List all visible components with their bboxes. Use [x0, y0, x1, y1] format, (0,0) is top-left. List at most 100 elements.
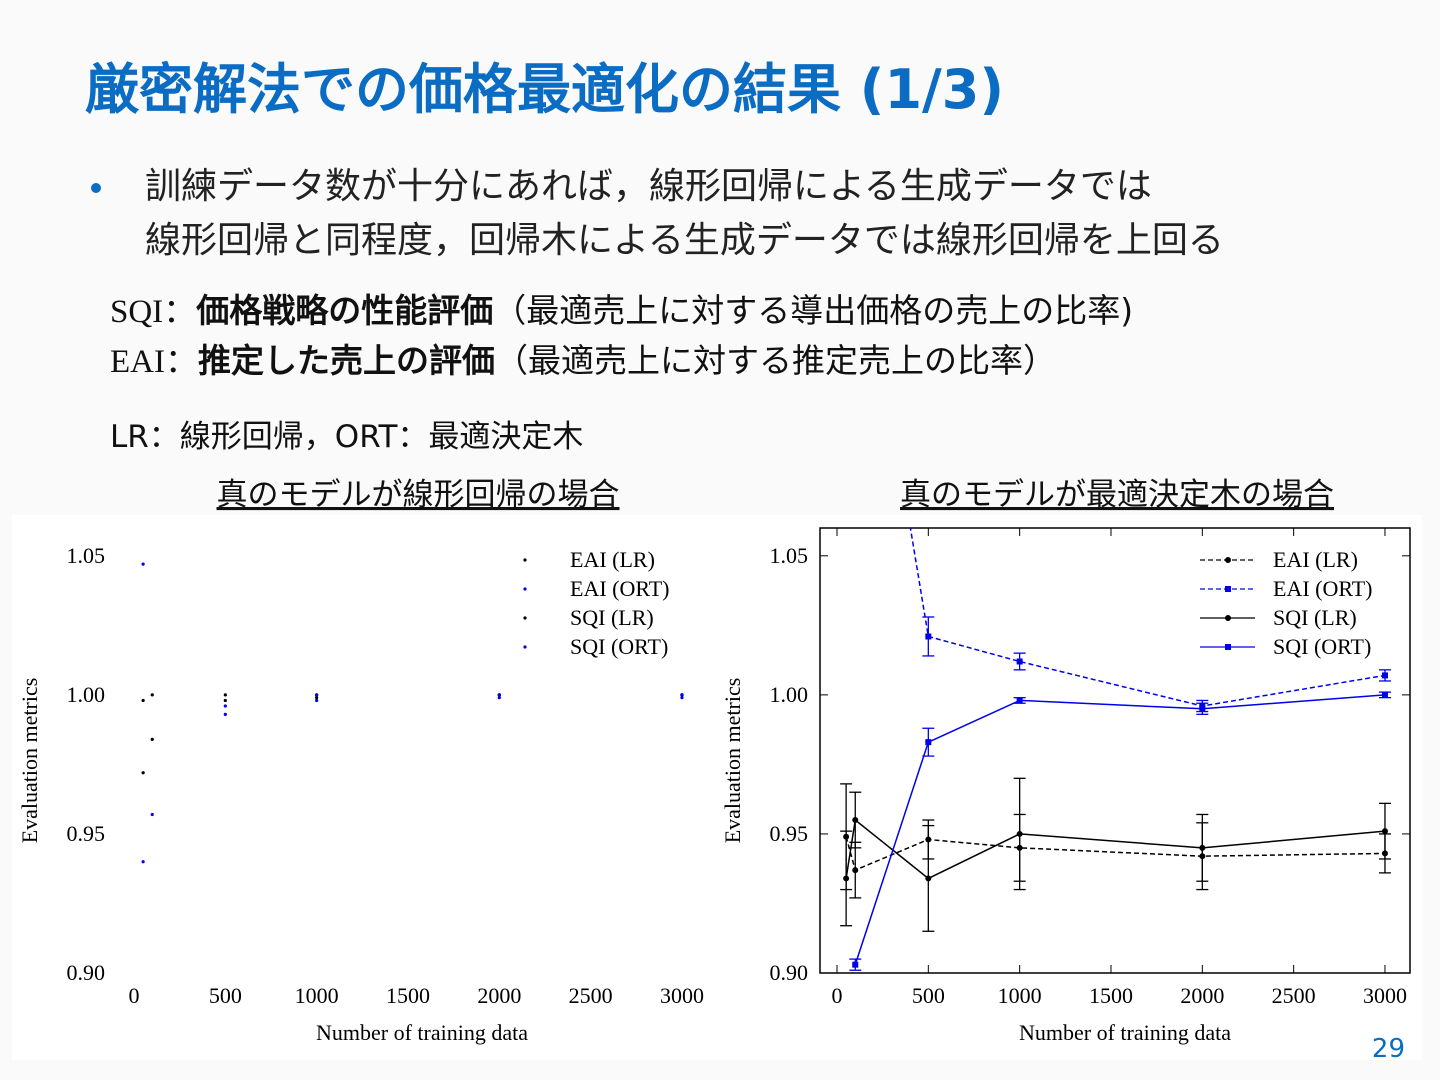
point	[223, 693, 227, 697]
x-tick-label: 1000	[998, 983, 1042, 1008]
y-tick-label: 0.95	[67, 821, 106, 846]
right-panel	[722, 515, 1422, 1060]
point	[925, 739, 932, 746]
point	[1016, 830, 1023, 837]
point	[852, 961, 859, 968]
point	[315, 693, 319, 697]
plot-area	[141, 562, 684, 864]
x-tick-label: 2500	[569, 983, 613, 1008]
x-tick-label: 500	[209, 983, 242, 1008]
legend-label: SQI (LR)	[1273, 605, 1357, 630]
x-tick-label: 2000	[1180, 983, 1224, 1008]
point	[141, 562, 145, 566]
legend-marker	[523, 645, 527, 649]
series-line	[909, 528, 1386, 707]
separator: ：	[163, 291, 196, 330]
point	[1381, 691, 1388, 698]
point	[843, 875, 850, 882]
point	[1016, 658, 1023, 665]
term: SQI	[110, 294, 163, 330]
chart-title: 真のモデルが線形回帰の場合	[217, 477, 620, 513]
point	[223, 698, 227, 703]
point	[223, 704, 227, 708]
left-panel	[12, 515, 722, 1060]
x-tick-label: 2500	[1272, 983, 1316, 1008]
point	[1381, 828, 1388, 835]
point	[315, 698, 319, 703]
point	[1016, 697, 1023, 704]
legend-marker	[1225, 586, 1231, 592]
legend-label: SQI (ORT)	[570, 634, 668, 659]
point	[852, 867, 859, 874]
chart-title: 真のモデルが最適決定木の場合	[900, 477, 1334, 513]
legend-marker	[523, 587, 527, 591]
definition: SQI：価格戦略の性能評価（最適売上に対する導出価格の売上の比率)	[110, 291, 1133, 330]
x-tick-label: 1000	[295, 983, 339, 1008]
series-line	[845, 818, 1386, 880]
point	[141, 698, 145, 703]
point	[1199, 705, 1206, 712]
description: （最適売上に対する推定売上の比率）	[495, 341, 1056, 380]
x-tick-label: 3000	[1363, 983, 1407, 1008]
plot-frame	[819, 527, 1411, 974]
legend-marker	[1225, 615, 1231, 621]
point	[150, 693, 154, 697]
separator: ：	[165, 341, 198, 380]
y-tick-label: 1.05	[770, 543, 809, 568]
legend-label: EAI (ORT)	[570, 576, 669, 601]
legend-marker	[523, 616, 527, 620]
y-tick-label: 1.00	[67, 682, 106, 707]
point	[1199, 844, 1206, 851]
x-tick-label: 1500	[386, 983, 430, 1008]
x-tick-label: 2000	[477, 983, 521, 1008]
point	[497, 693, 501, 697]
legend-marker	[1225, 557, 1231, 563]
description: （最適売上に対する導出価格の売上の比率)	[493, 291, 1133, 330]
x-tick-label: 0	[128, 983, 139, 1008]
y-tick-label: 1.05	[67, 543, 106, 568]
point	[852, 817, 859, 824]
legend-label: EAI (LR)	[1273, 547, 1358, 572]
abbreviations: LR：線形回帰，ORT：最適決定木	[110, 419, 583, 455]
plot-area	[840, 528, 1391, 971]
point	[925, 875, 932, 882]
point	[680, 696, 684, 700]
legend-marker	[1225, 644, 1231, 650]
bullet-dot	[91, 183, 101, 193]
y-tick-label: 0.90	[67, 960, 106, 985]
x-tick-label: 500	[912, 983, 945, 1008]
legend-marker	[523, 558, 527, 562]
x-tick-label: 0	[831, 983, 842, 1008]
label: 推定した売上の評価	[198, 341, 495, 380]
point	[141, 771, 145, 775]
point	[223, 712, 227, 716]
legend-label: EAI (ORT)	[1273, 576, 1372, 601]
point	[150, 737, 154, 741]
term: EAI	[110, 344, 165, 380]
y-tick-label: 0.90	[770, 960, 809, 985]
x-axis-label: Number of training data	[316, 1020, 528, 1045]
y-axis-label: Evaluation metrics	[17, 678, 42, 844]
point	[150, 812, 154, 817]
y-tick-label: 0.95	[770, 821, 809, 846]
point	[680, 693, 684, 697]
x-tick-label: 1500	[1089, 983, 1133, 1008]
x-axis-label: Number of training data	[1019, 1020, 1231, 1045]
point	[497, 696, 501, 700]
legend-label: EAI (LR)	[570, 547, 655, 572]
point	[1381, 672, 1388, 679]
y-tick-label: 1.00	[770, 682, 809, 707]
series-line	[845, 836, 1385, 872]
point	[925, 633, 932, 640]
legend-label: SQI (ORT)	[1273, 634, 1371, 659]
definition: EAI：推定した売上の評価（最適売上に対する推定売上の比率）	[110, 341, 1056, 380]
point	[141, 860, 145, 864]
label: 価格戦略の性能評価	[195, 291, 493, 330]
x-tick-label: 3000	[660, 983, 704, 1008]
slide-title: 厳密解法での価格最適化の結果 (1/3)	[85, 58, 1004, 121]
legend-label: SQI (LR)	[570, 605, 654, 630]
bullet-line: 線形回帰と同程度，回帰木による生成データでは線形回帰を上回る	[145, 220, 1224, 261]
point	[315, 696, 319, 700]
